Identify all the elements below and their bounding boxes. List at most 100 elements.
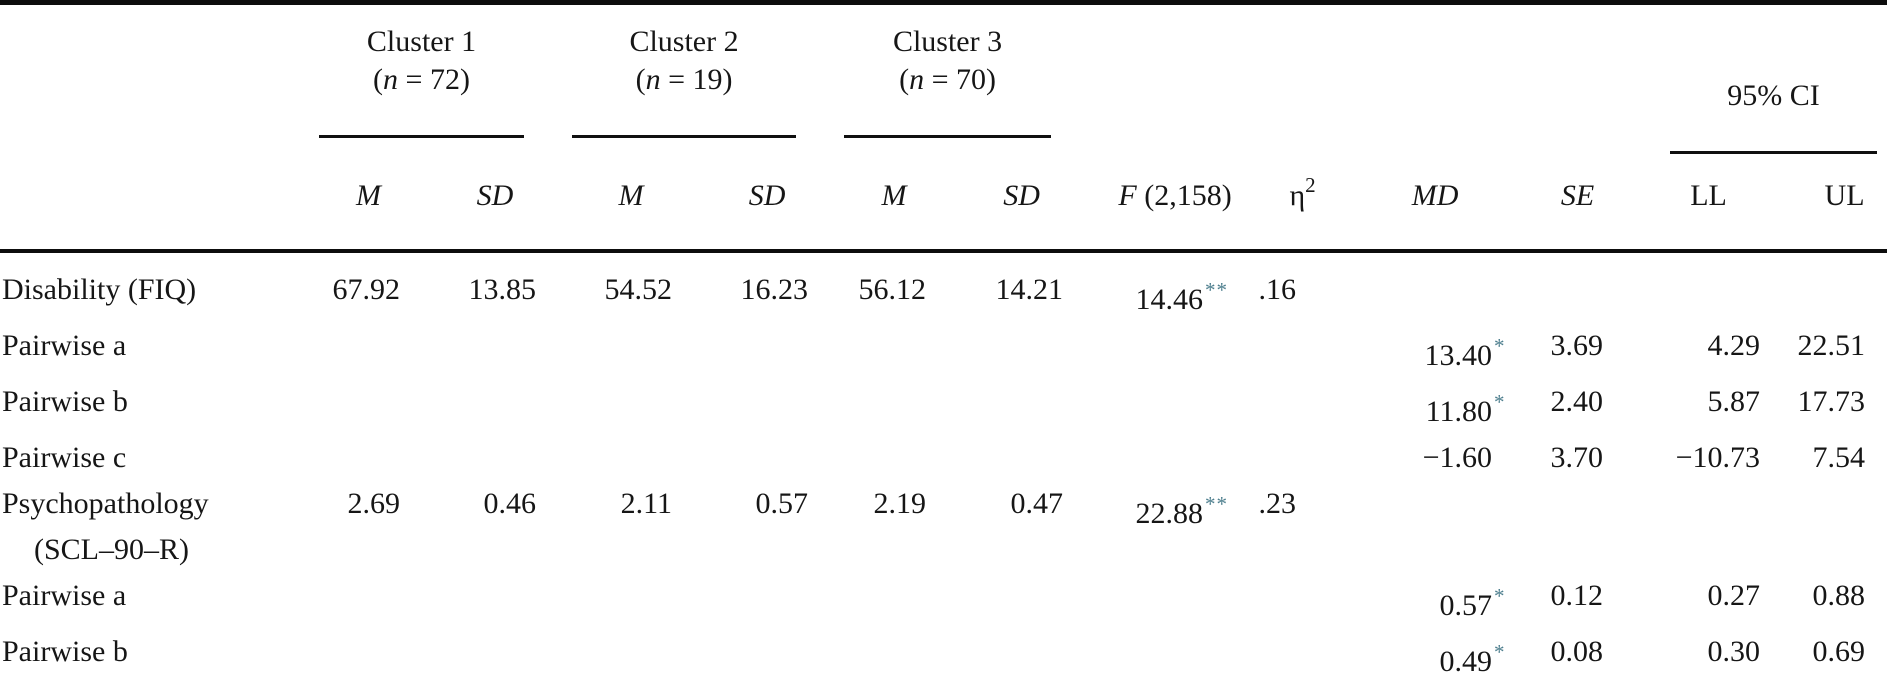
row-label: Pairwise a xyxy=(0,573,295,629)
cell-ci-upper: 0.69 xyxy=(1812,635,1866,668)
cell-cluster3-m xyxy=(820,435,938,481)
cell-cluster2-m xyxy=(548,379,684,435)
row-label: Pairwise b xyxy=(0,629,295,678)
significance-star: * xyxy=(1494,584,1506,608)
cell-eta-squared xyxy=(1245,435,1330,481)
cell-ci-upper: 22.51 xyxy=(1797,329,1866,362)
cell-ci-lower: 0.30 xyxy=(1707,635,1761,668)
cell-cluster2-sd xyxy=(684,435,820,481)
row-label-line1: Pairwise b xyxy=(2,635,128,668)
cluster-1-n: (n = 72) xyxy=(373,63,470,96)
cell-cluster1-m: 67.92 xyxy=(332,273,401,306)
header-gap-eta xyxy=(1245,3,1330,155)
row-label-line1: Pairwise a xyxy=(2,329,127,362)
table-row: Pairwise a 13.40* 3.69 4.29 22.51 xyxy=(0,323,1887,379)
cell-ci-lower: 4.29 xyxy=(1707,329,1761,362)
cell-f-statistic xyxy=(1075,629,1245,678)
col-header-ul: UL xyxy=(1772,154,1887,253)
table-row: Disability (FIQ) 67.92 13.85 54.52 16.23… xyxy=(0,251,1887,323)
cell-mean-difference xyxy=(1330,251,1510,323)
cell-cluster3-sd xyxy=(938,379,1075,435)
cell-mean-difference xyxy=(1330,481,1510,573)
cell-eta-squared: .23 xyxy=(1258,487,1297,520)
cluster-1-spanner: Cluster 1 (n = 72) xyxy=(295,3,548,155)
header-row-columns: M SD M SD M SD F (2,158) η2 MD SE LL UL xyxy=(0,154,1887,253)
cell-cluster3-sd: 14.21 xyxy=(995,273,1064,306)
col-header-c3-sd: SD xyxy=(938,154,1076,253)
cell-f-statistic xyxy=(1075,323,1245,379)
cell-ci-lower: 5.87 xyxy=(1707,385,1761,418)
col-header-c2-sd: SD xyxy=(684,154,821,253)
cell-ci-upper: 0.88 xyxy=(1812,579,1866,612)
cell-cluster2-m xyxy=(548,573,684,629)
cell-cluster1-sd xyxy=(412,323,548,379)
cell-cluster1-m xyxy=(295,379,412,435)
col-header-md: MD xyxy=(1330,154,1511,253)
cell-standard-error: 2.40 xyxy=(1550,385,1604,418)
ci-title: 95% CI xyxy=(1727,79,1820,112)
cell-f-statistic xyxy=(1075,435,1245,481)
cell-cluster3-m xyxy=(820,629,938,678)
row-label-line2: (SCL–90–R) xyxy=(34,533,190,566)
cell-eta-squared xyxy=(1245,629,1330,678)
significance-star: ** xyxy=(1205,492,1229,516)
cell-cluster1-m xyxy=(295,629,412,678)
header-gap-se xyxy=(1510,3,1615,155)
cell-cluster1-sd xyxy=(412,379,548,435)
cluster-3-spanner: Cluster 3 (n = 70) xyxy=(820,3,1075,155)
col-header-se: SE xyxy=(1510,154,1616,253)
cell-cluster3-sd xyxy=(938,629,1075,678)
row-label-line1: Pairwise a xyxy=(2,579,127,612)
col-header-f: F (2,158) xyxy=(1075,154,1246,253)
cell-cluster2-sd: 0.57 xyxy=(755,487,809,520)
cell-ci-lower xyxy=(1615,481,1772,573)
cell-cluster2-sd xyxy=(684,379,820,435)
cell-ci-upper xyxy=(1772,251,1887,323)
cell-cluster2-sd xyxy=(684,629,820,678)
row-label: Pairwise b xyxy=(0,379,295,435)
cell-cluster3-sd xyxy=(938,323,1075,379)
cell-cluster1-sd xyxy=(412,573,548,629)
row-label-line1: Pairwise b xyxy=(2,385,128,418)
table-row: Pairwise c −1.60 3.70 −10.73 7.54 xyxy=(0,435,1887,481)
header-empty-corner xyxy=(0,3,295,155)
cell-eta-squared: .16 xyxy=(1258,273,1297,306)
col-header-c1-m: M xyxy=(295,154,412,253)
table-row: Pairwise b 11.80* 2.40 5.87 17.73 xyxy=(0,379,1887,435)
cell-cluster1-m xyxy=(295,435,412,481)
cell-ci-upper: 17.73 xyxy=(1797,385,1866,418)
cell-cluster2-sd xyxy=(684,573,820,629)
cluster-2-n: (n = 19) xyxy=(635,63,733,96)
cell-f-statistic xyxy=(1075,379,1245,435)
cell-ci-lower: 0.27 xyxy=(1707,579,1761,612)
cell-cluster2-m xyxy=(548,435,684,481)
cell-cluster3-m: 2.19 xyxy=(873,487,927,520)
cell-cluster1-sd xyxy=(412,629,548,678)
cell-f-statistic: 14.46** xyxy=(1075,251,1245,323)
cell-cluster1-sd: 0.46 xyxy=(483,487,537,520)
cell-standard-error: 3.69 xyxy=(1550,329,1604,362)
cell-cluster3-sd xyxy=(938,573,1075,629)
cell-mean-difference: 13.40* xyxy=(1330,323,1510,379)
cell-ci-upper: 7.54 xyxy=(1812,441,1866,474)
cell-ci-upper xyxy=(1772,481,1887,573)
cell-ci-lower: −10.73 xyxy=(1675,441,1761,474)
cell-f-statistic: 22.88** xyxy=(1075,481,1245,573)
cell-mean-difference: −1.60 xyxy=(1422,441,1493,474)
cell-eta-squared xyxy=(1245,379,1330,435)
header-gap-md xyxy=(1330,3,1510,155)
cell-cluster3-sd xyxy=(938,435,1075,481)
row-label-line1: Psychopathology xyxy=(2,487,209,520)
row-label: Psychopathology (SCL–90–R) xyxy=(0,481,295,573)
cell-cluster1-m xyxy=(295,573,412,629)
col-header-c3-m: M xyxy=(820,154,939,253)
cell-cluster1-m: 2.69 xyxy=(347,487,401,520)
row-label: Disability (FIQ) xyxy=(0,251,295,323)
header-label-column xyxy=(0,154,295,253)
cluster-3-n: (n = 70) xyxy=(899,63,996,96)
cell-cluster2-m xyxy=(548,323,684,379)
significance-star: * xyxy=(1494,334,1506,358)
cell-ci-lower xyxy=(1615,251,1772,323)
